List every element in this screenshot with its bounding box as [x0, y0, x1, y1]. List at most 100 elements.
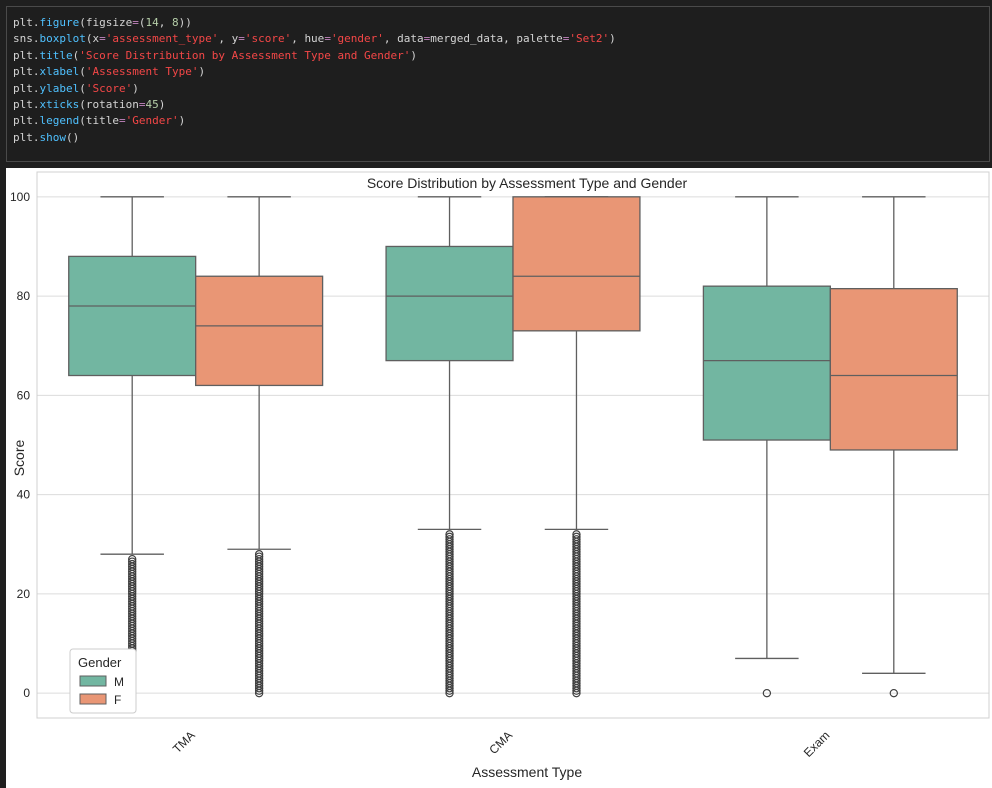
iqr-box [68, 255, 197, 377]
code-line: sns.boxplot(x='assessment_type', y='scor… [13, 31, 983, 47]
code-token: ylabel [39, 81, 80, 95]
iqr-box [195, 275, 324, 387]
y-tick-label: 40 [17, 488, 31, 502]
code-token: ) [158, 98, 166, 112]
cell-output: 0 20 40 60 80 100 TMA CMA Exam Score Distributi… [6, 168, 992, 788]
code-token: figure [39, 16, 80, 29]
code-token: ( [79, 98, 86, 112]
code-token: palette [516, 32, 563, 46]
code-token: ) [132, 81, 139, 95]
box-exam-m [702, 196, 831, 698]
code-token: 'score' [244, 32, 292, 46]
code-token: ( [79, 16, 86, 29]
code-token: = [99, 32, 106, 46]
legend-title: Gender [78, 655, 122, 670]
iqr-box [829, 287, 958, 451]
code-token: title [39, 48, 73, 62]
code-token: xticks [39, 98, 80, 112]
code-token: ( [85, 32, 93, 46]
chart-title: Score Distribution by Assessment Type an… [367, 175, 688, 191]
code-token: merged_data [430, 32, 504, 46]
outlier-point [445, 530, 454, 539]
code-token: 8 [171, 16, 179, 29]
code-token: 'assessment_type' [105, 32, 219, 46]
code-token: ) [609, 32, 616, 46]
code-token: = [423, 32, 431, 46]
x-tick-label: CMA [486, 728, 515, 757]
x-tick-label: TMA [170, 728, 198, 756]
legend: Gender MF [69, 648, 137, 714]
code-token: ) [198, 65, 206, 79]
outlier-point [127, 554, 137, 564]
code-token: figsize [85, 16, 133, 29]
x-tick-label: Exam [801, 728, 833, 760]
outlier-point [572, 530, 581, 539]
outlier-point [762, 688, 772, 698]
code-token: x [92, 32, 100, 46]
outlier-point [254, 552, 264, 561]
code-token: 'Assessment Type' [85, 65, 199, 79]
plot-frame [36, 171, 990, 719]
code-token: = [238, 32, 245, 46]
code-token: y [231, 32, 239, 46]
code-token: hue [304, 32, 325, 46]
legend-label: M [114, 675, 124, 689]
code-line: plt.show() [13, 130, 983, 146]
code-token: 'Gender' [125, 114, 179, 128]
code-line: plt.legend(title='Gender') [13, 113, 983, 129]
code-editor[interactable]: plt.figure(figsize=(14, 8)) sns.boxplot(x… [13, 15, 983, 146]
code-token: = [132, 16, 139, 29]
code-line: plt.ylabel('Score') [13, 81, 983, 97]
code-token: 'Set2' [569, 32, 610, 46]
code-token: ( [79, 81, 86, 95]
code-token: = [119, 114, 126, 128]
box-cma-m [385, 196, 514, 698]
code-token: = [324, 32, 331, 46]
code-token: data [397, 32, 424, 46]
y-tick-label: 80 [17, 289, 31, 303]
y-tick-label: 0 [23, 686, 30, 700]
code-token: , [291, 32, 305, 46]
code-token: ( [79, 114, 86, 128]
outlier-point [572, 535, 581, 544]
legend-label: F [114, 693, 121, 707]
code-token: plt. [13, 16, 40, 29]
y-axis-label: Score [11, 440, 27, 477]
code-token: = [138, 98, 146, 112]
code-token: sns. [13, 32, 40, 46]
code-cell[interactable]: plt.figure(figsize=(14, 8)) sns.boxplot(x… [6, 6, 990, 162]
code-token: , [158, 16, 172, 29]
code-token: boxplot [39, 32, 86, 46]
outlier-point [572, 532, 581, 542]
code-token: xlabel [39, 65, 80, 79]
code-token: , [383, 32, 398, 46]
outlier-point [254, 550, 264, 559]
code-token: show [39, 130, 67, 144]
code-token: )) [178, 16, 192, 29]
outlier-point [127, 557, 137, 566]
box-exam-f [829, 196, 958, 698]
code-token: , [218, 32, 232, 46]
code-token: plt. [13, 98, 40, 112]
code-token: rotation [85, 98, 139, 112]
code-token: 14 [145, 16, 159, 29]
code-token: 'Score' [85, 81, 133, 95]
outlier-point [127, 559, 137, 569]
code-token: ( [138, 16, 146, 29]
outlier-point [445, 532, 454, 542]
code-token: ( [72, 48, 80, 62]
iqr-box [385, 245, 514, 362]
box-tma-f [195, 196, 324, 698]
code-line: plt.figure(figsize=(14, 8)) [13, 15, 983, 31]
outlier-point [445, 535, 454, 544]
boxplot-chart: 0 20 40 60 80 100 TMA CMA Exam Score Distributi… [10, 171, 990, 780]
code-token: plt. [13, 65, 40, 79]
y-tick-label: 60 [17, 388, 31, 402]
iqr-box [702, 285, 831, 441]
code-token: 'gender' [330, 32, 384, 46]
code-token: plt. [13, 130, 40, 144]
outlier-point [889, 688, 899, 698]
code-token: = [562, 32, 570, 46]
legend-swatch [79, 675, 107, 687]
box-cma-f [512, 196, 641, 698]
